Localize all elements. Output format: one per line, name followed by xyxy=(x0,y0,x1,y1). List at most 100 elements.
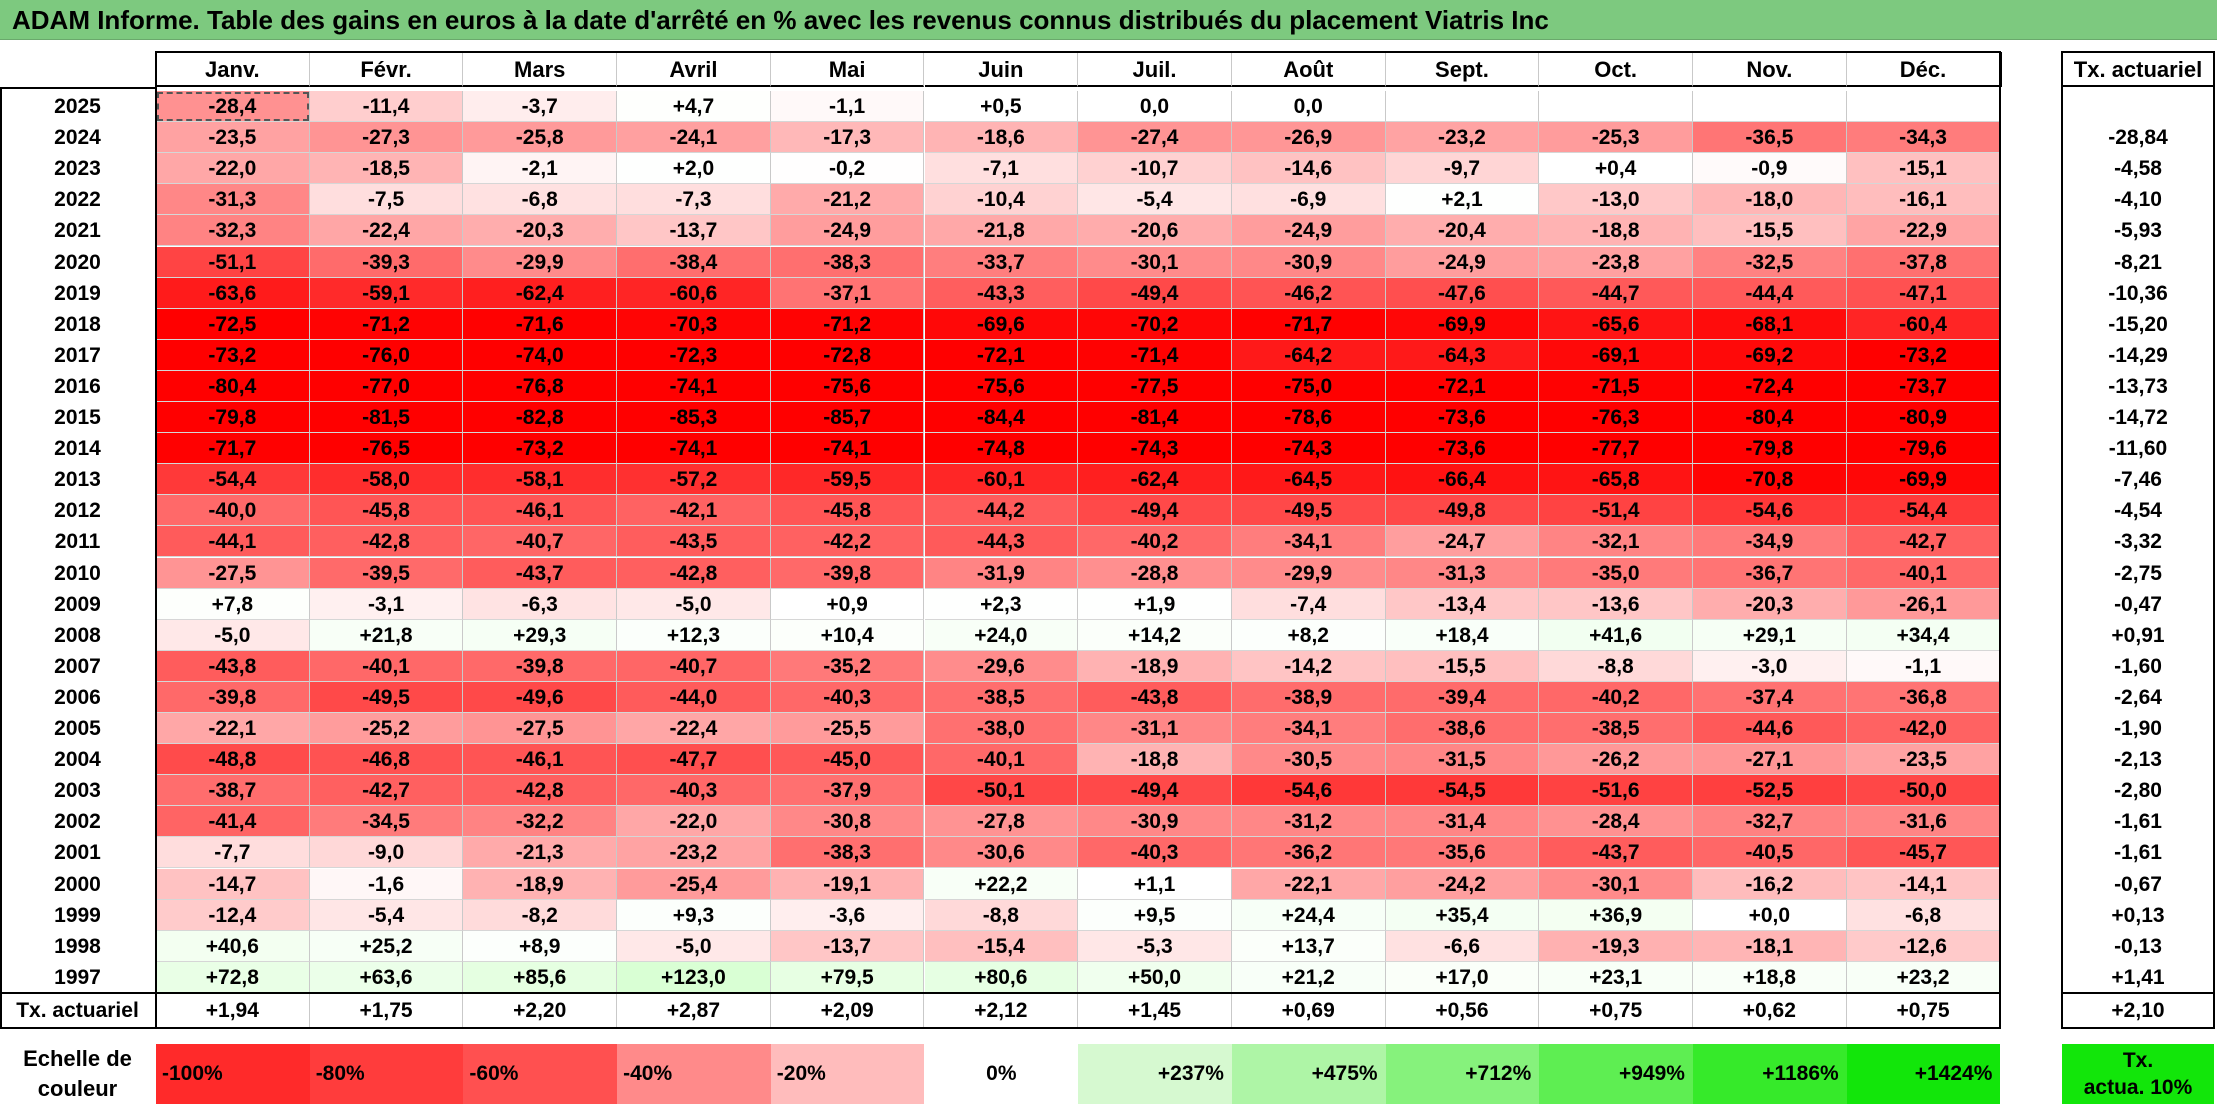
table-cell[interactable]: -5,0 xyxy=(617,930,771,962)
table-cell[interactable]: -6,9 xyxy=(1231,184,1386,216)
table-cell[interactable]: -32,5 xyxy=(1693,246,1847,278)
table-cell[interactable]: -79,8 xyxy=(156,402,310,434)
table-cell[interactable]: -19,1 xyxy=(770,868,925,900)
table-cell[interactable]: -44,6 xyxy=(1693,713,1847,745)
table-cell[interactable]: +12,3 xyxy=(617,619,771,651)
table-cell[interactable]: +0,0 xyxy=(1693,899,1847,931)
table-cell[interactable]: -31,3 xyxy=(156,184,310,216)
table-cell[interactable]: 0,0 xyxy=(1078,91,1232,123)
table-cell[interactable]: -81,4 xyxy=(1078,402,1232,434)
table-cell[interactable]: -74,1 xyxy=(617,370,771,402)
table-cell[interactable]: -18,8 xyxy=(1078,744,1232,776)
table-cell[interactable]: -3,7 xyxy=(463,91,618,123)
table-cell[interactable]: -44,0 xyxy=(617,681,771,713)
table-cell[interactable]: -15,5 xyxy=(1385,650,1540,682)
table-cell[interactable]: -69,9 xyxy=(1846,464,2001,496)
table-cell[interactable]: -44,3 xyxy=(924,526,1079,558)
table-cell[interactable]: -28,8 xyxy=(1078,557,1232,589)
table-cell[interactable]: -23,8 xyxy=(1539,246,1693,278)
table-cell[interactable]: -50,0 xyxy=(1846,775,2001,807)
table-cell[interactable]: -77,0 xyxy=(309,370,464,402)
table-cell[interactable]: -42,7 xyxy=(1846,526,2001,558)
table-cell[interactable]: -70,3 xyxy=(617,308,771,340)
table-cell[interactable]: -35,2 xyxy=(770,650,925,682)
table-cell[interactable]: -20,4 xyxy=(1385,215,1540,247)
table-cell[interactable]: -38,9 xyxy=(1231,681,1386,713)
table-cell[interactable]: -39,8 xyxy=(156,681,310,713)
table-cell[interactable]: -70,8 xyxy=(1693,464,1847,496)
table-cell[interactable]: -7,7 xyxy=(156,837,310,869)
table-cell[interactable] xyxy=(1539,91,1693,123)
table-cell[interactable]: -9,7 xyxy=(1385,153,1540,185)
table-cell[interactable]: -77,7 xyxy=(1539,433,1693,465)
table-cell[interactable]: -80,4 xyxy=(156,370,310,402)
table-cell[interactable]: -3,0 xyxy=(1693,650,1847,682)
table-cell[interactable]: -84,4 xyxy=(924,402,1079,434)
table-cell[interactable]: -26,9 xyxy=(1231,122,1386,154)
table-cell[interactable]: -71,6 xyxy=(463,308,618,340)
table-cell[interactable]: -71,2 xyxy=(309,308,464,340)
table-cell[interactable]: -65,6 xyxy=(1539,308,1693,340)
table-cell[interactable]: -13,7 xyxy=(770,930,925,962)
table-cell[interactable]: -43,7 xyxy=(463,557,618,589)
table-cell[interactable]: -30,9 xyxy=(1231,246,1386,278)
table-cell[interactable]: -20,6 xyxy=(1078,215,1232,247)
table-cell[interactable]: -76,5 xyxy=(309,433,464,465)
table-cell[interactable]: -2,1 xyxy=(463,153,618,185)
table-cell[interactable]: -76,8 xyxy=(463,370,618,402)
table-cell[interactable]: -82,8 xyxy=(463,402,618,434)
table-cell[interactable]: -40,3 xyxy=(1078,837,1232,869)
table-cell[interactable]: -85,3 xyxy=(617,402,771,434)
table-cell[interactable]: -38,5 xyxy=(924,681,1079,713)
table-cell[interactable]: -31,6 xyxy=(1846,806,2001,838)
table-cell[interactable]: -21,8 xyxy=(924,215,1079,247)
table-cell[interactable]: -19,3 xyxy=(1539,930,1693,962)
table-cell[interactable]: -73,7 xyxy=(1846,370,2001,402)
table-cell[interactable]: -12,6 xyxy=(1846,930,2001,962)
table-cell[interactable]: +7,8 xyxy=(156,588,310,620)
table-cell[interactable]: -72,1 xyxy=(924,339,1079,371)
table-cell[interactable]: -40,7 xyxy=(463,526,618,558)
table-cell[interactable]: -7,3 xyxy=(617,184,771,216)
table-cell[interactable]: -49,4 xyxy=(1078,775,1232,807)
table-cell[interactable]: -42,7 xyxy=(309,775,464,807)
table-cell[interactable]: -38,6 xyxy=(1385,713,1540,745)
table-cell[interactable]: -25,4 xyxy=(617,868,771,900)
table-cell[interactable]: -49,6 xyxy=(463,681,618,713)
table-cell[interactable]: +1,9 xyxy=(1078,588,1232,620)
table-cell[interactable]: -75,6 xyxy=(924,370,1079,402)
table-cell[interactable]: -34,3 xyxy=(1846,122,2001,154)
table-cell[interactable]: +34,4 xyxy=(1846,619,2001,651)
table-cell[interactable]: -22,9 xyxy=(1846,215,2001,247)
table-cell[interactable]: +0,4 xyxy=(1539,153,1693,185)
table-cell[interactable]: -16,1 xyxy=(1846,184,2001,216)
table-cell[interactable]: -30,1 xyxy=(1539,868,1693,900)
table-cell[interactable]: -32,1 xyxy=(1539,526,1693,558)
table-cell[interactable]: +9,3 xyxy=(617,899,771,931)
table-cell[interactable]: -18,8 xyxy=(1539,215,1693,247)
table-cell[interactable]: -24,2 xyxy=(1385,868,1540,900)
table-cell[interactable]: -14,1 xyxy=(1846,868,2001,900)
table-cell[interactable]: -40,3 xyxy=(617,775,771,807)
table-cell[interactable]: -37,8 xyxy=(1846,246,2001,278)
table-cell[interactable]: +29,3 xyxy=(463,619,618,651)
table-cell[interactable]: -76,0 xyxy=(309,339,464,371)
table-cell[interactable]: -47,6 xyxy=(1385,277,1540,309)
table-cell[interactable]: -73,2 xyxy=(1846,339,2001,371)
table-cell[interactable]: -43,5 xyxy=(617,526,771,558)
table-cell[interactable]: +23,2 xyxy=(1846,961,2001,993)
table-cell[interactable]: -45,0 xyxy=(770,744,925,776)
table-cell[interactable] xyxy=(1385,91,1540,123)
table-cell[interactable]: +22,2 xyxy=(924,868,1079,900)
table-cell[interactable]: -8,2 xyxy=(463,899,618,931)
table-cell[interactable]: -73,6 xyxy=(1385,433,1540,465)
table-cell[interactable]: -31,1 xyxy=(1078,713,1232,745)
table-cell[interactable]: -75,6 xyxy=(770,370,925,402)
table-cell[interactable]: -11,4 xyxy=(309,91,464,123)
table-cell[interactable]: -6,8 xyxy=(463,184,618,216)
table-cell[interactable]: -41,4 xyxy=(156,806,310,838)
table-cell[interactable]: -45,7 xyxy=(1846,837,2001,869)
table-cell[interactable]: -10,7 xyxy=(1078,153,1232,185)
table-cell[interactable]: -42,0 xyxy=(1846,713,2001,745)
table-cell[interactable]: +21,2 xyxy=(1231,961,1386,993)
